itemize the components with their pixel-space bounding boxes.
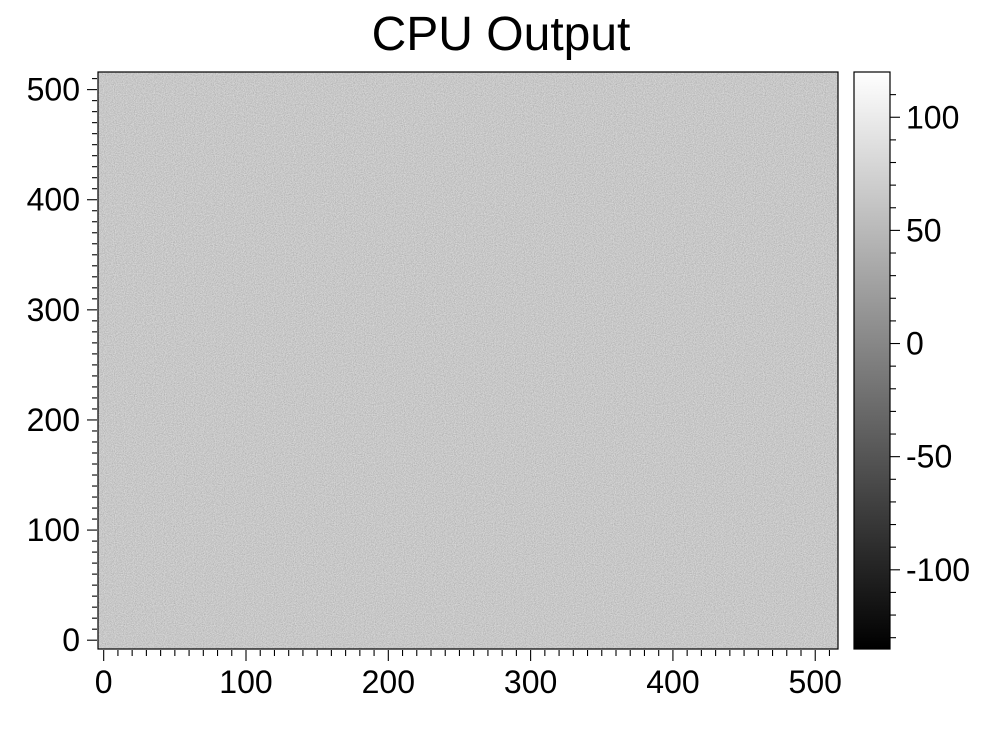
x-tick-label: 0 <box>95 664 113 700</box>
colorbar-gradient <box>853 71 891 650</box>
heatmap-noise-texture <box>98 72 838 649</box>
colorbar-tick-label: -100 <box>906 552 970 588</box>
x-axis: 0 100 200 300 400 500 <box>95 650 842 700</box>
colorbar-ticks: 100 50 0 -50 -100 <box>890 94 970 639</box>
plot-frame <box>97 71 839 650</box>
x-tick-label: 100 <box>219 664 272 700</box>
chart-title: CPU Output <box>372 8 631 61</box>
y-tick-label: 200 <box>27 402 80 438</box>
y-tick-label: 100 <box>27 512 80 548</box>
x-tick-label: 500 <box>789 664 842 700</box>
colorbar-tick-label: -50 <box>906 439 952 475</box>
y-tick-label: 300 <box>27 292 80 328</box>
colorbar-tick-label: 50 <box>906 212 942 248</box>
x-tick-label: 200 <box>362 664 415 700</box>
y-tick-label: 0 <box>62 622 80 658</box>
x-tick-label: 400 <box>646 664 699 700</box>
colorbar: 100 50 0 -50 -100 <box>853 71 970 650</box>
colorbar-tick-label: 100 <box>906 99 959 135</box>
x-tick-label: 300 <box>504 664 557 700</box>
y-tick-label: 400 <box>27 182 80 218</box>
colorbar-tick-label: 0 <box>906 326 924 362</box>
y-tick-label: 500 <box>27 72 80 108</box>
y-axis: 0 100 200 300 400 500 <box>27 72 97 658</box>
plot-area <box>97 71 839 650</box>
